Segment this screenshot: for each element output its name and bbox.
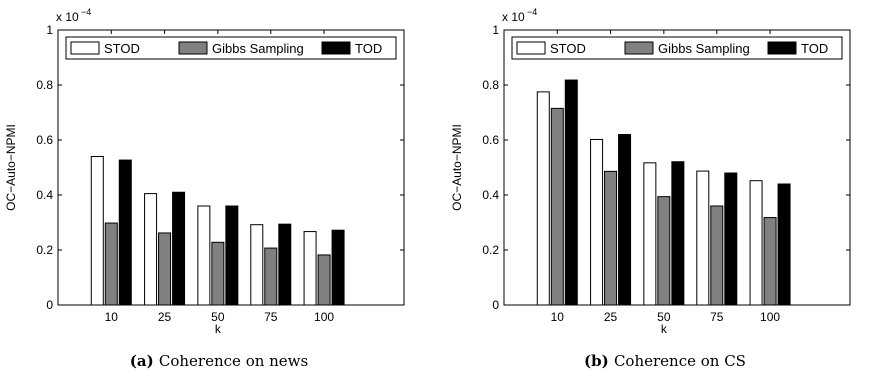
bar-tod	[225, 205, 239, 306]
chart-panel-b: 0 0.2 0.4 0.6 0.8 1x 10 −4 OC−Auto−NPMI 10 25 50 75…	[450, 7, 851, 370]
legend-swatch	[321, 41, 351, 55]
legend-label: Gibbs Sampling	[212, 41, 304, 56]
legend-swatch	[767, 41, 797, 55]
bar-gibbs-sampling	[104, 222, 118, 306]
y-exponent-power: −4	[527, 7, 537, 17]
caption-text: Coherence on CS	[614, 352, 746, 370]
bar-stod	[590, 138, 604, 306]
caption-tag: (a)	[130, 352, 159, 370]
bar-gibbs-sampling	[211, 241, 225, 306]
y-exponent-power: −4	[81, 7, 91, 17]
x-axis-label: k	[215, 322, 222, 336]
x-tick-label: 100	[760, 310, 780, 324]
chart-panel-a: 0 0.2 0.4 0.6 0.8 1x 10 −4 OC−Auto−NPMI 10 25 50 75…	[4, 7, 405, 370]
bar-gibbs-sampling	[550, 107, 564, 306]
bar-gibbs-sampling	[710, 205, 724, 306]
legend-label: STOD	[550, 41, 586, 56]
legend-swatch	[624, 41, 654, 55]
y-tick-label: 0.2	[36, 243, 53, 257]
bar-stod	[536, 91, 550, 306]
bar-tod	[671, 161, 685, 306]
y-tick-label: 0	[46, 298, 53, 312]
bar-stod	[90, 156, 104, 306]
y-axis-label: OC−Auto−NPMI	[4, 124, 18, 211]
bar-tod	[618, 134, 632, 306]
x-tick-label: 50	[657, 310, 671, 324]
y-tick-label: 0.2	[482, 243, 499, 257]
bar-tod	[278, 223, 292, 306]
bar-tod	[118, 159, 132, 306]
bar-tod	[724, 172, 738, 306]
bar-stod	[250, 224, 264, 306]
legend-swatch	[70, 41, 100, 55]
legend: STOD Gibbs Sampling TOD	[511, 36, 843, 60]
bar-gibbs-sampling	[657, 196, 671, 306]
bar-stod	[303, 231, 317, 306]
y-tick-label: 1	[46, 23, 53, 37]
y-tick-label: 0.4	[482, 188, 499, 202]
legend-label: STOD	[104, 41, 140, 56]
x-tick-label: 75	[710, 310, 724, 324]
y-tick-label: 0.6	[36, 133, 53, 147]
bar-stod	[749, 180, 763, 306]
caption: (b) Coherence on CS	[584, 352, 746, 370]
x-tick-label: 10	[105, 310, 119, 324]
bar-gibbs-sampling	[264, 247, 278, 306]
legend-label: TOD	[801, 41, 828, 56]
x-tick-label: 25	[604, 310, 618, 324]
y-tick-label: 0.4	[36, 188, 53, 202]
bar-stod	[197, 205, 211, 306]
legend-label: Gibbs Sampling	[658, 41, 750, 56]
bar-gibbs-sampling	[158, 232, 172, 306]
x-tick-label: 10	[551, 310, 565, 324]
x-tick-label: 25	[158, 310, 172, 324]
bar-stod	[696, 170, 710, 306]
bar-tod	[777, 183, 791, 306]
y-exponent-label: x 10	[56, 10, 79, 24]
bar-tod	[331, 229, 345, 306]
y-tick-label: 0	[492, 298, 499, 312]
bar-gibbs-sampling	[763, 217, 777, 306]
bar-gibbs-sampling	[604, 170, 618, 306]
caption-text: Coherence on news	[159, 352, 308, 370]
y-tick-label: 0.8	[36, 78, 53, 92]
legend: STOD Gibbs Sampling TOD	[65, 36, 397, 60]
bar-gibbs-sampling	[317, 254, 331, 306]
x-tick-label: 100	[314, 310, 334, 324]
bar-tod	[172, 191, 186, 306]
legend-box	[511, 36, 843, 60]
y-exponent-label: x 10	[502, 10, 525, 24]
bar-tod	[564, 79, 578, 306]
bar-stod	[643, 162, 657, 306]
legend-swatch	[178, 41, 208, 55]
legend-swatch	[516, 41, 546, 55]
legend-box	[65, 36, 397, 60]
legend-label: TOD	[355, 41, 382, 56]
caption-tag: (b)	[584, 352, 614, 370]
x-axis-label: k	[661, 322, 668, 336]
bar-stod	[144, 193, 158, 306]
y-axis-label: OC−Auto−NPMI	[450, 124, 464, 211]
caption: (a) Coherence on news	[130, 352, 308, 370]
y-tick-label: 0.8	[482, 78, 499, 92]
y-tick-label: 0.6	[482, 133, 499, 147]
y-tick-label: 1	[492, 23, 499, 37]
x-tick-label: 75	[264, 310, 278, 324]
x-tick-label: 50	[211, 310, 225, 324]
